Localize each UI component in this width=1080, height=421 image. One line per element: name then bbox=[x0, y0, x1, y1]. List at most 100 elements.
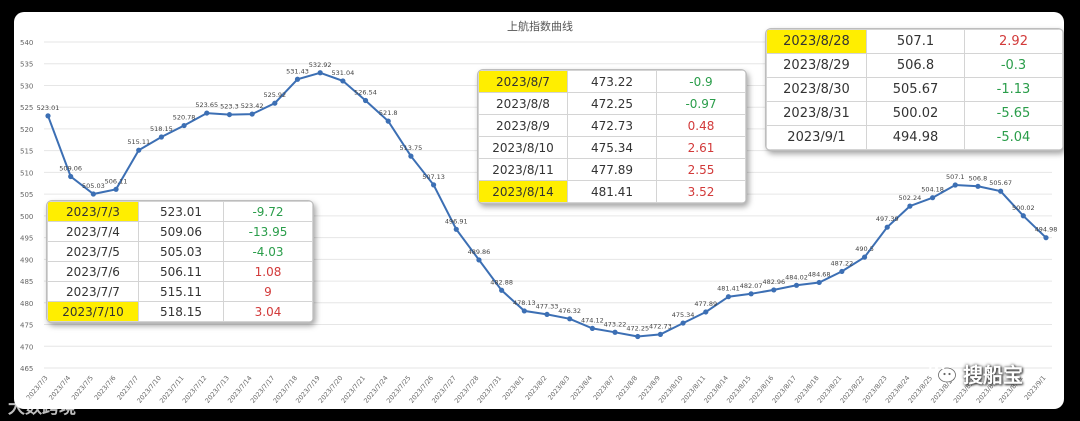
change-cell: -0.97 bbox=[656, 92, 746, 115]
value-cell: 477.89 bbox=[567, 158, 657, 181]
data-label: 525.92 bbox=[263, 91, 286, 99]
y-tick-label: 490 bbox=[20, 256, 33, 264]
change-cell: 1.08 bbox=[223, 261, 313, 282]
x-tick-label: 2023/7/6 bbox=[93, 374, 118, 402]
date-cell: 2023/8/7 bbox=[478, 70, 568, 93]
data-label: 523.42 bbox=[241, 102, 264, 110]
data-label: 478.13 bbox=[513, 299, 536, 307]
data-label: 507.1 bbox=[946, 173, 965, 181]
data-label: 523.01 bbox=[37, 104, 60, 112]
y-tick-label: 470 bbox=[20, 343, 33, 351]
data-point bbox=[45, 113, 51, 119]
wechat-icon bbox=[929, 360, 956, 383]
table-row: 2023/8/9 472.73 0.48 bbox=[478, 114, 746, 137]
y-tick-label: 505 bbox=[20, 191, 33, 199]
date-cell: 2023/7/5 bbox=[47, 241, 139, 262]
value-cell: 500.02 bbox=[866, 101, 965, 126]
data-label: 497.39 bbox=[876, 215, 899, 223]
data-point bbox=[635, 333, 641, 340]
table-row: 2023/8/29 506.8 -0.3 bbox=[766, 53, 1063, 78]
x-tick-label: 2023/9/1 bbox=[1023, 374, 1048, 402]
data-label: 504.18 bbox=[921, 186, 944, 194]
date-cell: 2023/7/6 bbox=[47, 261, 139, 282]
change-cell: 3.04 bbox=[223, 301, 313, 322]
data-point bbox=[408, 153, 414, 159]
change-cell: -4.03 bbox=[223, 241, 313, 262]
date-cell: 2023/8/29 bbox=[766, 53, 867, 78]
data-point bbox=[998, 188, 1004, 194]
table-row: 2023/8/30 505.67 -1.13 bbox=[766, 77, 1063, 102]
data-label: 523.3 bbox=[220, 103, 239, 111]
data-point bbox=[839, 268, 845, 275]
data-point bbox=[703, 309, 709, 315]
data-label: 487.22 bbox=[830, 259, 853, 267]
data-point bbox=[1043, 235, 1049, 241]
change-cell: -0.3 bbox=[964, 53, 1063, 78]
data-label: 477.89 bbox=[694, 300, 717, 308]
y-tick-label: 480 bbox=[20, 300, 33, 308]
change-cell: 2.55 bbox=[656, 158, 746, 181]
value-cell: 472.73 bbox=[567, 114, 657, 137]
data-label: 482.07 bbox=[740, 282, 763, 290]
data-point bbox=[249, 111, 255, 117]
chart-panel: 上航指数曲线 465 470 475 480 485 490 495 500 505 510 515… bbox=[14, 12, 1064, 409]
data-point bbox=[861, 254, 868, 260]
data-label: 475.34 bbox=[672, 311, 695, 319]
data-label: 500.02 bbox=[1012, 204, 1035, 212]
table-row: 2023/7/3 523.01 -9.72 bbox=[47, 201, 313, 222]
data-point bbox=[589, 325, 595, 331]
data-label: 509.06 bbox=[59, 164, 82, 172]
data-point bbox=[476, 257, 482, 263]
value-cell: 472.25 bbox=[567, 92, 657, 115]
date-cell: 2023/8/14 bbox=[478, 180, 568, 203]
y-tick-label: 465 bbox=[20, 365, 33, 373]
date-cell: 2023/7/10 bbox=[47, 301, 139, 322]
data-point bbox=[748, 291, 754, 297]
date-cell: 2023/8/9 bbox=[478, 114, 568, 137]
data-label: 513.75 bbox=[400, 144, 423, 152]
data-point bbox=[385, 118, 391, 124]
data-point bbox=[226, 111, 233, 118]
data-label: 481.41 bbox=[717, 285, 740, 293]
date-cell: 2023/7/3 bbox=[47, 201, 139, 222]
change-cell: -5.65 bbox=[964, 101, 1063, 126]
data-point bbox=[317, 70, 323, 76]
data-label: 518.15 bbox=[150, 125, 173, 133]
y-tick-label: 515 bbox=[20, 148, 33, 156]
data-point bbox=[952, 182, 958, 188]
table-row: 2023/7/4 509.06 -13.95 bbox=[47, 221, 313, 242]
x-tick-label: 2023/8/1 bbox=[501, 374, 526, 402]
data-point bbox=[907, 203, 913, 209]
date-cell: 2023/9/1 bbox=[766, 125, 867, 150]
y-tick-label: 510 bbox=[20, 169, 33, 177]
data-point bbox=[158, 134, 165, 140]
change-cell: 0.48 bbox=[656, 114, 746, 137]
data-label: 494.98 bbox=[1035, 226, 1058, 234]
data-label: 526.54 bbox=[354, 89, 377, 97]
data-point bbox=[884, 224, 890, 230]
data-point bbox=[136, 147, 142, 153]
chart-title: 上航指数曲线 bbox=[507, 19, 573, 33]
watermark-right: 搜船宝 bbox=[963, 363, 1023, 387]
date-cell: 2023/8/31 bbox=[766, 101, 867, 126]
date-cell: 2023/7/4 bbox=[47, 221, 139, 242]
table-row: 2023/8/8 472.25 -0.97 bbox=[478, 92, 746, 115]
data-label: 521.8 bbox=[379, 109, 398, 117]
data-label: 502.24 bbox=[899, 194, 922, 202]
data-label: 505.67 bbox=[989, 179, 1012, 187]
data-label: 477.33 bbox=[536, 302, 559, 310]
table-row: 2023/7/6 506.11 1.08 bbox=[47, 261, 313, 282]
data-point bbox=[340, 78, 346, 84]
change-cell: 3.52 bbox=[656, 180, 746, 203]
data-label: 520.78 bbox=[173, 114, 196, 122]
y-tick-label: 540 bbox=[20, 39, 33, 47]
watermark-left: 大数跨境 bbox=[8, 398, 76, 418]
data-label: 476.32 bbox=[558, 307, 581, 315]
date-cell: 2023/8/30 bbox=[766, 77, 867, 102]
value-cell: 505.67 bbox=[866, 77, 965, 102]
data-point bbox=[294, 76, 301, 82]
data-label: 474.12 bbox=[581, 316, 604, 324]
table-row: 2023/8/31 500.02 -5.65 bbox=[766, 101, 1063, 126]
data-label: 489.86 bbox=[468, 248, 491, 256]
change-cell: -13.95 bbox=[223, 221, 313, 242]
